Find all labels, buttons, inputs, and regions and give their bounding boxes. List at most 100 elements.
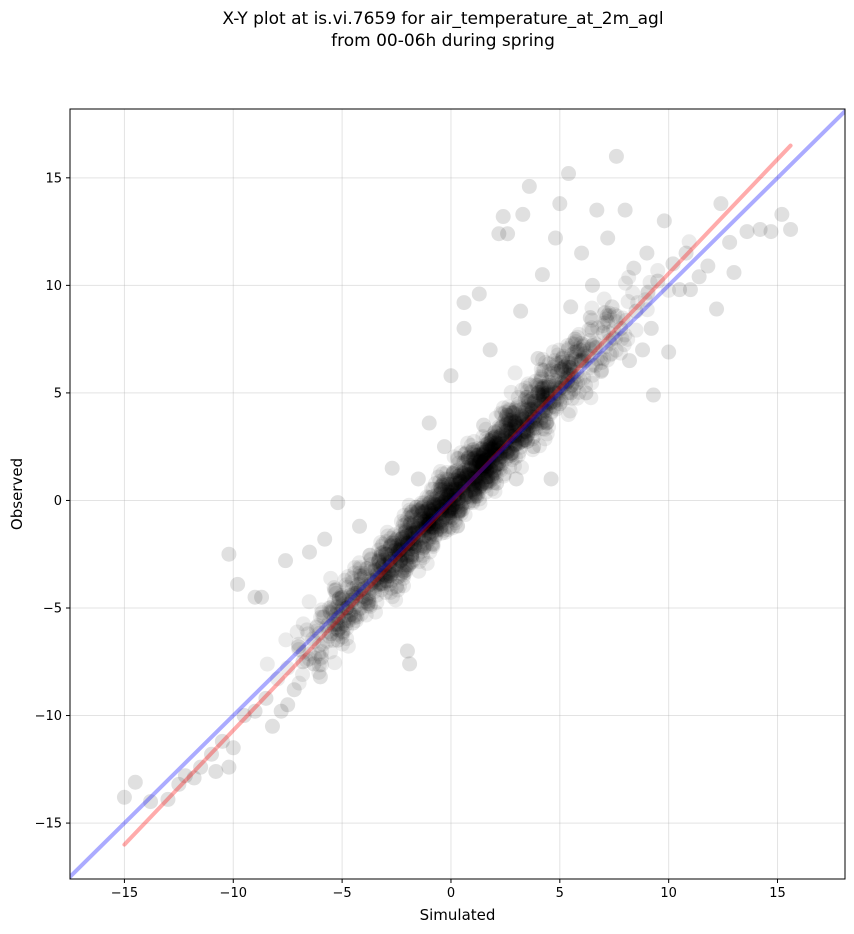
scatter-point bbox=[399, 551, 415, 567]
y-axis-label: Observed bbox=[8, 458, 26, 530]
scatter-point bbox=[588, 357, 604, 373]
scatter-point bbox=[520, 376, 536, 392]
scatter-point bbox=[401, 557, 417, 573]
scatter-point bbox=[480, 473, 496, 489]
scatter-point bbox=[451, 455, 467, 471]
scatter-point bbox=[567, 331, 583, 347]
scatter-point bbox=[482, 448, 498, 464]
scatter-point bbox=[523, 409, 539, 425]
scatter-point bbox=[471, 481, 487, 497]
scatter-point bbox=[339, 631, 355, 647]
scatter-point bbox=[398, 549, 414, 565]
scatter-point bbox=[214, 733, 230, 749]
scatter-point bbox=[609, 308, 625, 324]
scatter-point bbox=[618, 312, 634, 328]
scatter-point bbox=[504, 428, 520, 444]
scatter-point bbox=[456, 490, 472, 506]
scatter-point bbox=[412, 513, 428, 529]
scatter-point bbox=[536, 392, 552, 408]
scatter-point bbox=[358, 590, 374, 606]
scatter-point bbox=[562, 359, 578, 375]
scatter-point bbox=[412, 511, 428, 527]
scatter-point bbox=[460, 466, 476, 482]
y-tick-label: 10 bbox=[45, 279, 62, 294]
scatter-point bbox=[424, 507, 440, 523]
scatter-point bbox=[361, 590, 377, 606]
scatter-point bbox=[399, 557, 415, 573]
scatter-point bbox=[410, 471, 426, 487]
scatter-point bbox=[403, 525, 419, 541]
scatter-point bbox=[502, 422, 518, 438]
scatter-point bbox=[434, 490, 450, 506]
scatter-point bbox=[392, 553, 408, 569]
scatter-point bbox=[345, 615, 361, 631]
scatter-point bbox=[418, 519, 434, 535]
scatter-point bbox=[471, 450, 487, 466]
scatter-point bbox=[331, 591, 347, 607]
scatter-point bbox=[491, 436, 507, 452]
scatter-point bbox=[323, 626, 339, 642]
scatter-point bbox=[328, 616, 344, 632]
scatter-point bbox=[480, 432, 496, 448]
scatter-point bbox=[377, 567, 393, 583]
scatter-point bbox=[458, 487, 474, 503]
scatter-point bbox=[329, 626, 345, 642]
scatter-point bbox=[534, 369, 550, 385]
scatter-point bbox=[465, 471, 481, 487]
scatter-point bbox=[521, 422, 537, 438]
scatter-point bbox=[311, 664, 327, 680]
scatter-point bbox=[341, 592, 357, 608]
scatter-point bbox=[425, 509, 441, 525]
scatter-point bbox=[336, 616, 352, 632]
scatter-point bbox=[444, 476, 460, 492]
scatter-point bbox=[408, 523, 424, 539]
scatter-point bbox=[418, 503, 434, 519]
scatter-point bbox=[535, 421, 551, 437]
scatter-point bbox=[330, 622, 346, 638]
scatter-point bbox=[487, 457, 503, 473]
scatter-point bbox=[470, 448, 486, 464]
scatter-point bbox=[438, 519, 454, 535]
scatter-point bbox=[341, 613, 357, 629]
scatter-point bbox=[461, 461, 477, 477]
scatter-point bbox=[372, 549, 388, 565]
scatter-point bbox=[536, 392, 552, 408]
scatter-point bbox=[443, 488, 459, 504]
scatter-point bbox=[525, 412, 541, 428]
scatter-point bbox=[447, 491, 463, 507]
scatter-point bbox=[520, 392, 536, 408]
scatter-point bbox=[381, 576, 397, 592]
scatter-point bbox=[481, 447, 497, 463]
scatter-point bbox=[447, 487, 463, 503]
scatter-point bbox=[398, 535, 414, 551]
scatter-point bbox=[543, 387, 559, 403]
scatter-point bbox=[519, 428, 535, 444]
scatter-point bbox=[491, 436, 507, 452]
scatter-point bbox=[554, 379, 570, 395]
scatter-point bbox=[475, 445, 491, 461]
scatter-point bbox=[404, 547, 420, 563]
scatter-point bbox=[394, 529, 410, 545]
scatter-point bbox=[532, 393, 548, 409]
scatter-point bbox=[596, 291, 612, 307]
scatter-point bbox=[506, 415, 522, 431]
scatter-point bbox=[520, 416, 536, 432]
scatter-point bbox=[392, 553, 408, 569]
scatter-point bbox=[552, 391, 568, 407]
scatter-point bbox=[490, 423, 506, 439]
scatter-point bbox=[316, 609, 332, 625]
scatter-point bbox=[513, 303, 529, 319]
scatter-point bbox=[569, 329, 585, 345]
scatter-point bbox=[421, 525, 437, 541]
scatter-point bbox=[366, 573, 382, 589]
scatter-point bbox=[193, 759, 209, 775]
scatter-point bbox=[517, 432, 533, 448]
scatter-point bbox=[342, 607, 358, 623]
scatter-point bbox=[650, 263, 666, 279]
scatter-point bbox=[500, 448, 516, 464]
scatter-point bbox=[353, 582, 369, 598]
scatter-point bbox=[127, 774, 143, 790]
scatter-point bbox=[437, 502, 453, 518]
scatter-point bbox=[460, 450, 476, 466]
scatter-point bbox=[349, 609, 365, 625]
